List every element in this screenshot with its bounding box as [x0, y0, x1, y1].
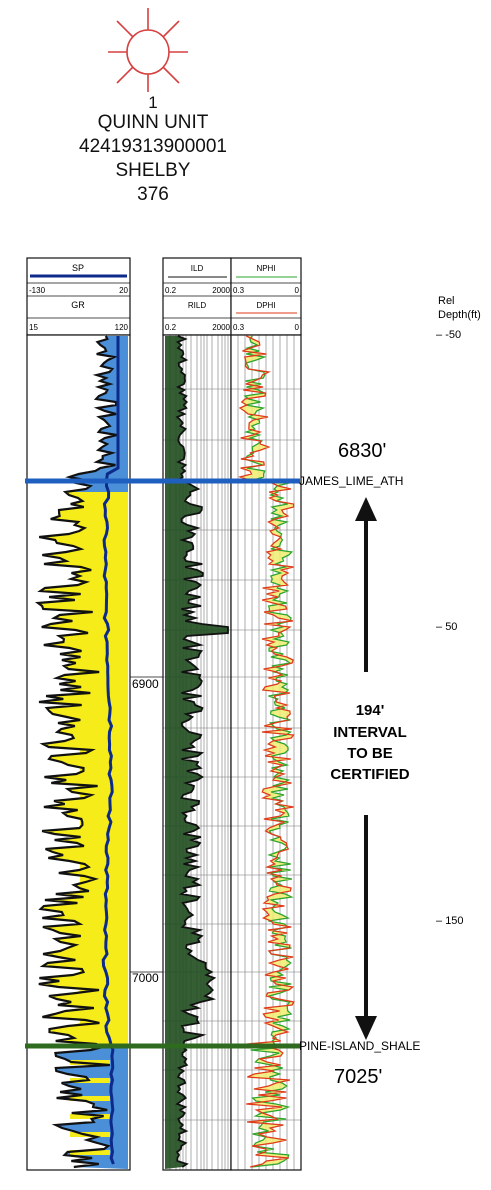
top-james-lime: JAMES_LIME_ATH 6830'	[25, 440, 403, 488]
rel-depth-tick-50: – 50	[436, 621, 457, 633]
track1-header: SP -130 20 GR 15 120	[26, 257, 131, 336]
rel-depth-tick--50: – -50	[436, 329, 461, 341]
interval-annotation: 194' INTERVAL TO BE CERTIFIED	[330, 497, 410, 1040]
api-number: 42419313900001	[79, 136, 227, 157]
top-james-lime-depth: 6830'	[338, 440, 386, 462]
dphi-scale-min: 0.3	[233, 323, 245, 332]
elevation: 376	[137, 184, 169, 205]
ild-scale-min: 0.2	[165, 286, 177, 295]
gr-curve	[34, 335, 118, 1169]
nphi-scale-min: 0.3	[233, 286, 245, 295]
interval-label-line3: TO BE	[347, 745, 393, 762]
rild-curve-name: RILD	[188, 301, 206, 310]
interval-thickness: 194'	[356, 702, 385, 719]
interval-label-line4: CERTIFIED	[330, 766, 409, 783]
dphi-curve	[237, 335, 295, 1168]
sp-scale-max: 20	[119, 286, 128, 295]
depth-track: 6900 7000	[130, 676, 163, 985]
track2-header: ILD 0.2 2000 RILD 0.2 2000	[162, 257, 232, 336]
rel-depth-tick-150: – 150	[436, 915, 464, 927]
county-name: SHELBY	[115, 160, 191, 181]
sp-scale-min: -130	[29, 286, 46, 295]
porosity-crossover-fill	[240, 336, 294, 1167]
gr-sand-streak	[70, 1096, 110, 1101]
nphi-scale-max: 0	[295, 286, 300, 295]
top-pine-island: PINE-ISLAND_SHALE 7025'	[25, 1039, 420, 1088]
gr-sand-streak	[70, 1150, 110, 1155]
depth-tick-6900: 6900	[132, 677, 159, 691]
ild-curve	[175, 335, 229, 1168]
gr-scale-min: 15	[29, 323, 38, 332]
track3-body	[230, 334, 302, 1171]
porosity-grid	[231, 335, 301, 1170]
dphi-scale-max: 0	[295, 323, 300, 332]
dphi-curve-name: DPHI	[256, 301, 275, 310]
sp-curve-name: SP	[72, 263, 84, 273]
arrow-down-icon	[355, 1016, 377, 1040]
gr-sand-streak	[70, 1114, 110, 1119]
lease-name: QUINN UNIT	[97, 112, 209, 133]
gr-scale-max: 120	[115, 323, 129, 332]
arrow-up-icon	[355, 497, 377, 521]
depth-tick-7000: 7000	[132, 971, 159, 985]
well-header: 1 QUINN UNIT 42419313900001 SHELBY 376	[0, 0, 491, 235]
sp-curve	[101, 336, 120, 1165]
top-james-lime-label: JAMES_LIME_ATH	[299, 474, 403, 488]
track3-header: NPHI 0.3 0 DPHI 0.3 0	[230, 257, 302, 336]
top-pine-island-label: PINE-ISLAND_SHALE	[299, 1039, 420, 1053]
gas-well-symbol-icon	[108, 8, 188, 92]
ild-curve-name: ILD	[191, 264, 204, 273]
rild-scale-max: 2000	[212, 323, 230, 332]
nphi-curve	[243, 335, 294, 1168]
top-pine-island-depth: 7025'	[334, 1066, 382, 1088]
nphi-curve-name: NPHI	[256, 264, 275, 273]
interval-label-line2: INTERVAL	[333, 724, 407, 741]
ild-scale-max: 2000	[212, 286, 230, 295]
relative-depth-scale: Rel Depth(ft) – -50 – 50 – 150	[436, 295, 481, 927]
rel-depth-unit-label: Depth(ft)	[438, 309, 481, 321]
rel-depth-label: Rel	[438, 295, 455, 307]
well-number: 1	[148, 93, 158, 112]
rild-scale-min: 0.2	[165, 323, 177, 332]
gr-curve-name: GR	[71, 300, 85, 310]
